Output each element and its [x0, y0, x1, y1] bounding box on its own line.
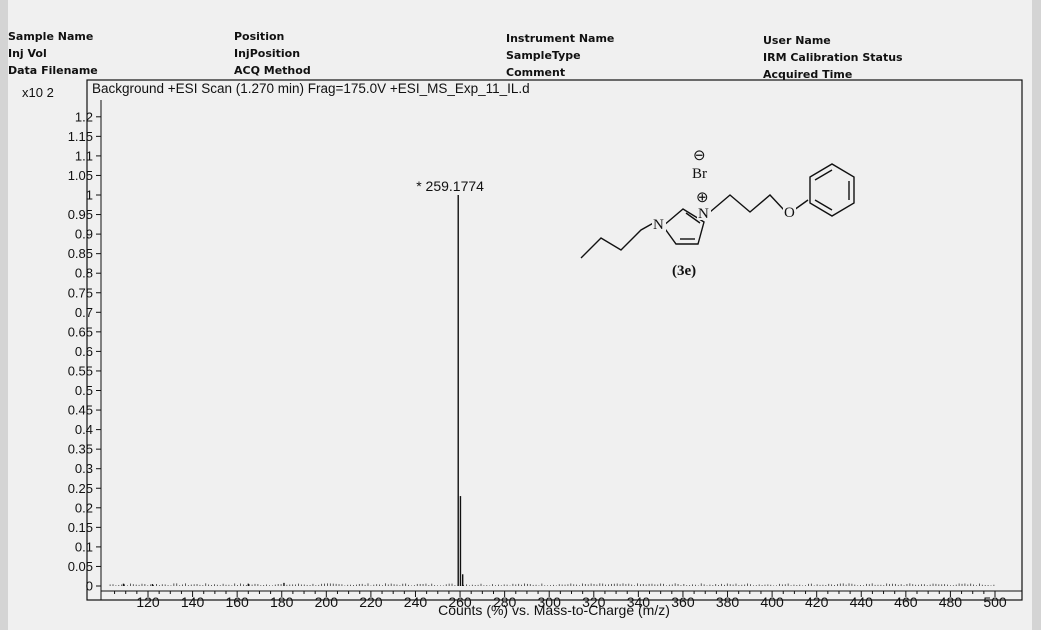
y-tick-label: 0.15 [68, 520, 93, 535]
scale-label: x10 2 [22, 85, 54, 100]
header-inj-position: InjPosition [234, 47, 301, 60]
x-tick-label: 220 [359, 594, 383, 610]
x-tick-label: 480 [939, 594, 963, 610]
y-tick-label: 0.45 [68, 403, 93, 418]
phenyl-double-1 [814, 169, 833, 181]
x-tick-label: 360 [671, 594, 695, 610]
header-sample-type: SampleType [506, 49, 581, 62]
x-tick-label: 140 [181, 594, 205, 610]
y-tick-label: 1.2 [75, 109, 93, 124]
x-tick-label: 340 [627, 594, 651, 610]
x-tick-label: 260 [448, 594, 472, 610]
peak-label: * 259.1774 [416, 178, 484, 194]
header-inj-vol: Inj Vol [8, 47, 47, 60]
propyl-chain [709, 194, 785, 213]
phenyl-double-3 [814, 199, 833, 211]
y-tick-label: 0.5 [75, 383, 93, 398]
x-tick-label: 120 [136, 594, 160, 610]
y-tick-label: 0.1 [75, 539, 93, 554]
compound-label: (3e) [672, 263, 696, 279]
plot-frame [86, 79, 1023, 601]
y-axis: 0 0.05 0.1 0.15 0.2 0.25 0.3 0.35 0.4 0.45 0.5 0.55… [68, 100, 102, 600]
y-tick-label: 0.6 [75, 344, 93, 359]
nitrogen-3-label: N [698, 206, 709, 222]
header-irm-calibration-status: IRM Calibration Status [763, 51, 903, 64]
bromide-anion: Br [692, 166, 707, 182]
x-tick-label: 460 [894, 594, 918, 610]
y-tick-label: 0.55 [68, 363, 93, 378]
y-tick-label: 0.9 [75, 227, 93, 242]
x-tick-label: 300 [538, 594, 562, 610]
y-tick-label: 1.15 [68, 129, 93, 144]
phenyl-ring [809, 163, 855, 217]
x-tick-label: 500 [983, 594, 1007, 610]
x-tick-label: 280 [493, 594, 517, 610]
o-mask [783, 204, 796, 219]
y-tick-label: 0.35 [68, 442, 93, 457]
ring-double-bond-2 [685, 212, 701, 224]
y-tick-label: 0.05 [68, 559, 93, 574]
y-tick-label: 0.95 [68, 207, 93, 222]
x-axis-label: Counts (%) vs. Mass-to-Charge (m/z) [438, 602, 670, 618]
x-tick-label: 440 [850, 594, 874, 610]
x-tick-label: 240 [404, 594, 428, 610]
ether-link [793, 199, 809, 211]
header-sample-name: Sample Name [8, 30, 94, 43]
anion-charge: ⊖ [693, 148, 706, 164]
x-axis: 120 140 160 180 200 220 240 260 280 300 320 340 360 3… [101, 590, 1022, 610]
butyl-chain [580, 220, 658, 259]
chart-title: Background +ESI Scan (1.270 min) Frag=17… [92, 81, 530, 96]
header-position: Position [234, 30, 285, 43]
header-acq-method: ACQ Method [234, 64, 311, 77]
x-tick-label: 420 [805, 594, 829, 610]
n3-mask [697, 204, 711, 220]
y-tick-label: 1.05 [68, 168, 93, 183]
baseline-noise [109, 583, 995, 586]
chemical-structure [580, 163, 855, 259]
y-tick-label: 0.25 [68, 481, 93, 496]
spectrum-report: Sample Name Inj Vol Data Filename Positi… [8, 0, 1032, 630]
y-tick-label: 0.65 [68, 324, 93, 339]
y-tick-label: 0.3 [75, 461, 93, 476]
header-comment: Comment [506, 66, 566, 79]
x-tick-label: 160 [225, 594, 249, 610]
x-tick-label: 200 [315, 594, 339, 610]
x-tick-label: 180 [270, 594, 294, 610]
mass-spectrum-chart: Background +ESI Scan (1.270 min) Frag=17… [22, 79, 1023, 618]
y-tick-label: 0.85 [68, 246, 93, 261]
x-tick-label: 400 [760, 594, 784, 610]
peak-series: * 259.1774 [122, 178, 484, 586]
header-instrument-name: Instrument Name [506, 32, 615, 45]
y-tick-label: 0.2 [75, 500, 93, 515]
oxygen-label: O [784, 205, 795, 221]
imidazolium-ring [662, 208, 705, 245]
n1-mask [652, 215, 666, 231]
x-tick-label: 380 [716, 594, 740, 610]
header-user-name: User Name [763, 34, 831, 47]
y-tick-label: 0.4 [75, 422, 93, 437]
y-tick-label: 0 [86, 579, 93, 594]
header-acquired-time: Acquired Time [763, 68, 853, 81]
y-tick-label: 0.7 [75, 305, 93, 320]
x-tick-label: 320 [582, 594, 606, 610]
y-tick-label: 1.1 [75, 148, 93, 163]
y-tick-label: 0.8 [75, 266, 93, 281]
y-tick-label: 1 [86, 188, 93, 203]
y-tick-label: 0.75 [68, 285, 93, 300]
nitrogen-1-label: N [653, 217, 664, 233]
header-data-filename: Data Filename [8, 64, 98, 77]
cation-charge: ⊕ [696, 190, 709, 206]
